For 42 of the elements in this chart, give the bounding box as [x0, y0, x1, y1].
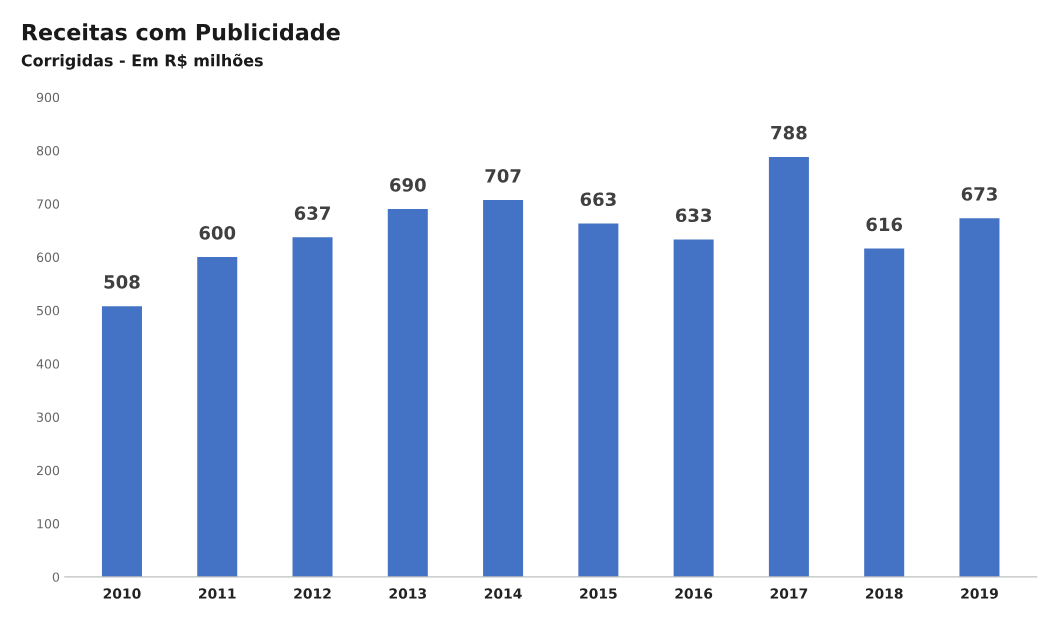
data-label: 616 [866, 217, 903, 232]
y-tick-label: 700 [37, 199, 60, 209]
bar [864, 248, 905, 577]
bar [292, 237, 333, 577]
bar [578, 223, 619, 577]
x-tick-label: 2012 [294, 588, 331, 599]
data-label: 637 [294, 206, 330, 220]
x-tick-label: 2011 [199, 588, 236, 599]
y-tick-label: 600 [36, 252, 60, 263]
data-label: 788 [771, 125, 807, 140]
x-tick-label: 2019 [961, 588, 998, 599]
bar [673, 239, 714, 577]
data-label: 600 [199, 226, 236, 240]
x-tick-label: 2013 [389, 588, 427, 599]
data-label: 633 [675, 208, 712, 223]
y-tick-label: 200 [36, 465, 60, 476]
bar [768, 156, 809, 577]
bar [387, 209, 428, 577]
y-tick-label: 100 [37, 519, 60, 529]
bar [959, 218, 1000, 577]
data-label: 508 [104, 275, 140, 289]
bar [101, 306, 142, 577]
x-tick-label: 2016 [675, 588, 713, 599]
chart-title: Receitas com Publicidade [22, 23, 340, 41]
x-tick-label: 2015 [580, 588, 617, 599]
x-tick-label: 2014 [484, 588, 522, 599]
data-label: 663 [580, 192, 616, 207]
chart-subtitle: Corrigidas - Em R$ milhões [21, 53, 263, 70]
y-tick-label: 300 [37, 412, 60, 422]
y-tick-label: 800 [36, 145, 60, 156]
y-tick-label: 900 [36, 92, 60, 103]
y-tick-label: 0 [52, 572, 60, 582]
data-label: 673 [961, 187, 997, 201]
data-label: 690 [390, 178, 426, 192]
y-tick-label: 400 [36, 359, 60, 369]
x-tick-label: 2018 [865, 588, 903, 599]
x-tick-label: 2010 [103, 588, 141, 599]
y-tick-label: 500 [37, 305, 60, 316]
bar [197, 257, 238, 577]
bar [483, 200, 524, 577]
data-label: 707 [485, 169, 521, 183]
x-tick-label: 2017 [770, 588, 808, 599]
